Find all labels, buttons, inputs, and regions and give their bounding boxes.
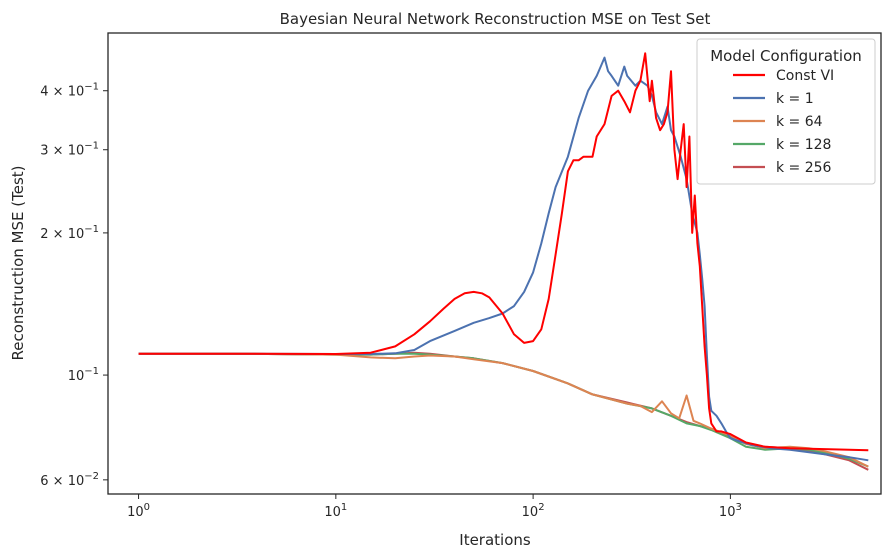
legend-label: Const VI [776, 68, 834, 84]
series-layer [138, 52, 869, 471]
legend: Model Configuration Const VI k = 1 k = 64 k… [696, 38, 876, 185]
y-tick-label: 2 × 10−1 [40, 224, 99, 242]
plot-area-frame [107, 32, 882, 495]
legend-label: k = 1 [776, 91, 814, 107]
legend-label: k = 256 [776, 160, 832, 176]
x-tick-label: 101 [324, 502, 347, 520]
y-axis-title: Reconstruction MSE (Test) [9, 166, 27, 361]
legend-label: k = 128 [776, 137, 831, 153]
y-axis: 6 × 10−2 10−1 2 × 10−1 3 × 10−1 4 × 10−1 [40, 82, 108, 489]
y-tick-label: 6 × 10−2 [40, 471, 99, 489]
y-tick-label: 4 × 10−1 [40, 82, 99, 100]
x-tick-label: 102 [522, 502, 545, 520]
x-axis: 100 101 102 103 [127, 494, 742, 520]
x-axis-title: Iterations [459, 531, 531, 549]
chart-title: Bayesian Neural Network Reconstruction M… [280, 10, 711, 28]
series-line-k-1 [138, 56, 869, 462]
y-tick-label: 3 × 10−1 [40, 141, 99, 159]
x-tick-label: 100 [127, 502, 150, 520]
series-line-k-256 [138, 351, 869, 471]
legend-title: Model Configuration [710, 47, 862, 65]
series-line-k-128 [138, 352, 869, 468]
y-tick-label: 10−1 [68, 366, 99, 384]
series-line-const-vi [138, 52, 869, 452]
x-tick-label: 103 [719, 502, 742, 520]
legend-label: k = 64 [776, 114, 823, 130]
